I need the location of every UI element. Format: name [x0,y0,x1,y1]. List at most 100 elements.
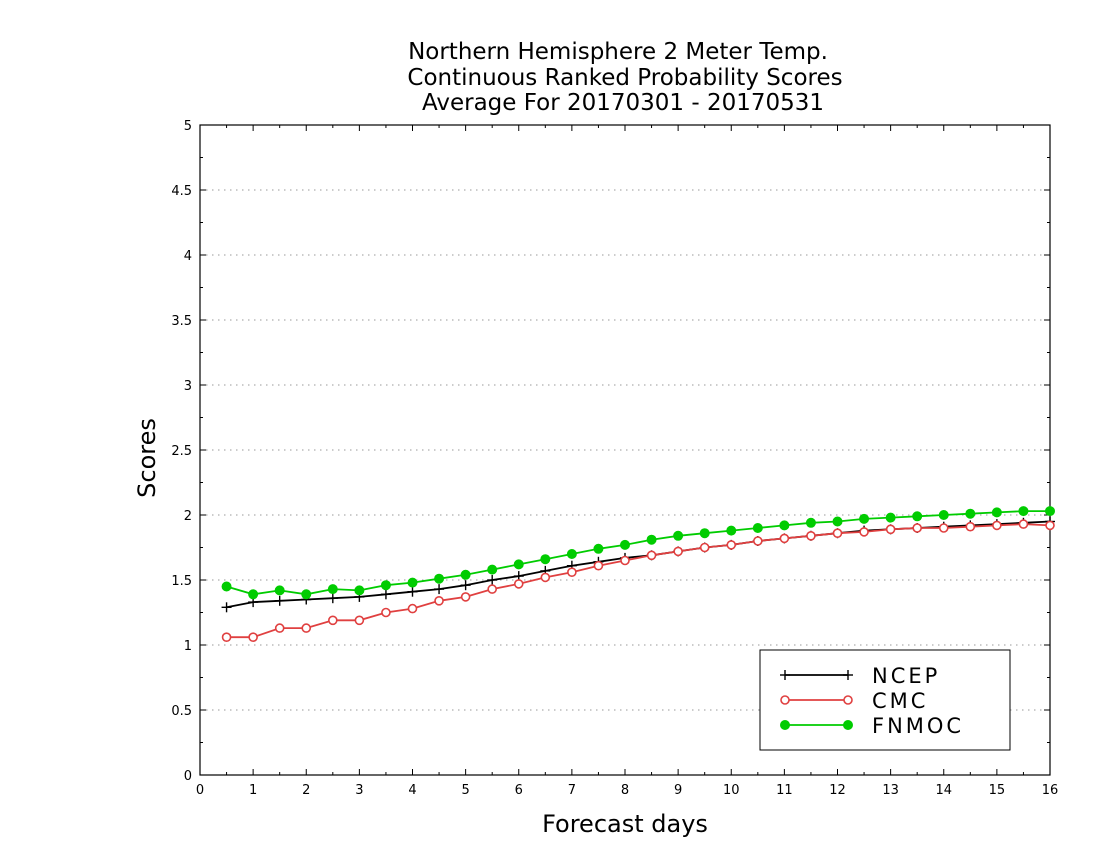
point-fnmoc-8 [434,573,445,584]
x-tick-label-6: 6 [515,783,523,798]
x-tick-label-4: 4 [408,783,416,798]
point-fnmoc-16 [646,534,657,545]
point-cmc-19 [726,540,737,550]
y-tick-label-1: 0.5 [171,704,192,719]
point-fnmoc-29 [991,507,1002,518]
x-tick-label-5: 5 [461,783,469,798]
point-cmc-27 [938,523,949,533]
point-cmc-14 [593,560,604,571]
x-tick-label-15: 15 [989,783,1006,798]
legend-marker-end-fnmoc [843,720,853,730]
chart-title-line-2: Continuous Ranked Probability Scores [407,65,842,91]
point-cmc-12 [540,572,551,583]
x-tick-label-13: 13 [882,783,899,798]
point-cmc-7 [407,603,418,614]
chart-title-line-3: Average For 20170301 - 20170531 [422,90,824,116]
x-axis-ticks: 0 1 2 3 4 5 6 7 8 9 10 11 12 13 14 15 16 [196,125,1058,798]
point-fnmoc-26 [912,511,923,522]
legend: NCEP CMC FNMOC [759,649,1011,751]
point-cmc-28 [965,521,976,532]
point-fnmoc-20 [752,523,763,533]
legend-marker-end-cmc [843,695,853,705]
point-fnmoc-27 [938,510,949,520]
x-tick-label-2: 2 [302,783,310,798]
x-tick-label-16: 16 [1042,783,1059,798]
data-series [221,506,1055,643]
point-fnmoc-14 [593,543,604,554]
point-fnmoc-10 [487,564,498,575]
point-cmc-17 [673,546,683,557]
point-fnmoc-7 [407,577,418,588]
legend-label-cmc: CMC [872,689,928,713]
point-cmc-18 [699,542,710,553]
legend-items [780,670,853,730]
point-ncep-8 [434,584,445,595]
x-tick-label-0: 0 [196,783,204,798]
point-ncep-7 [407,586,418,597]
point-cmc-13 [567,567,577,578]
point-cmc-10 [487,584,497,594]
point-cmc-11 [513,579,524,589]
x-tick-label-7: 7 [568,783,576,798]
point-fnmoc-15 [620,539,630,550]
point-fnmoc-25 [885,512,896,523]
y-tick-label-0: 0 [184,769,192,784]
point-ncep-2 [274,595,285,606]
point-fnmoc-0 [221,581,232,592]
legend-marker-start-cmc [780,695,790,705]
point-fnmoc-3 [301,589,312,600]
point-ncep-4 [327,593,338,604]
point-fnmoc-5 [354,585,365,596]
y-axis-ticks: 0 0.5 1 1.5 2 2.5 3 3.5 4 4.5 5 [171,119,1050,784]
point-fnmoc-17 [673,530,684,541]
point-cmc-30 [1018,519,1029,529]
point-cmc-0 [221,632,232,643]
point-cmc-26 [912,523,922,533]
x-tick-label-10: 10 [723,783,740,798]
point-cmc-5 [354,615,365,626]
point-cmc-25 [885,524,896,535]
point-cmc-20 [753,536,763,546]
point-cmc-21 [779,533,790,544]
x-tick-label-14: 14 [935,783,952,798]
point-ncep-9 [460,580,471,591]
point-fnmoc-24 [859,513,870,524]
legend-marker-start-ncep [780,670,790,680]
x-tick-label-11: 11 [776,783,793,798]
point-cmc-3 [301,623,312,633]
x-tick-label-1: 1 [249,783,257,798]
point-cmc-23 [832,528,843,539]
point-cmc-6 [381,607,391,618]
point-ncep-10 [487,575,498,585]
series-line-cmc [226,523,1051,639]
point-cmc-29 [992,520,1002,531]
point-fnmoc-11 [513,559,524,570]
y-tick-label-7: 3.5 [171,314,192,329]
point-fnmoc-18 [699,528,710,539]
point-fnmoc-30 [1018,506,1029,517]
y-tick-label-9: 4.5 [171,184,192,199]
grid-lines [200,189,1050,711]
chart-title: Northern Hemisphere 2 Meter Temp. Contin… [407,39,842,116]
point-ncep-0 [221,602,232,613]
point-cmc-2 [274,623,285,633]
x-tick-label-8: 8 [621,783,629,798]
point-cmc-9 [460,592,471,602]
point-fnmoc-19 [726,525,737,536]
point-fnmoc-4 [327,584,338,595]
point-cmc-31 [1045,520,1055,531]
legend-marker-start-fnmoc [780,720,790,730]
point-fnmoc-6 [380,580,391,591]
point-fnmoc-12 [540,554,551,565]
legend-label-ncep: NCEP [872,664,940,688]
y-tick-label-10: 5 [184,119,192,134]
y-tick-label-3: 1.5 [171,574,192,589]
series-line-ncep [226,520,1051,609]
point-cmc-8 [434,595,444,606]
x-tick-label-3: 3 [355,783,363,798]
y-tick-label-5: 2.5 [171,444,192,459]
chart-title-line-1: Northern Hemisphere 2 Meter Temp. [408,39,828,65]
y-tick-label-6: 3 [184,379,192,394]
point-fnmoc-23 [832,516,843,527]
y-axis-label: Scores [133,418,161,498]
